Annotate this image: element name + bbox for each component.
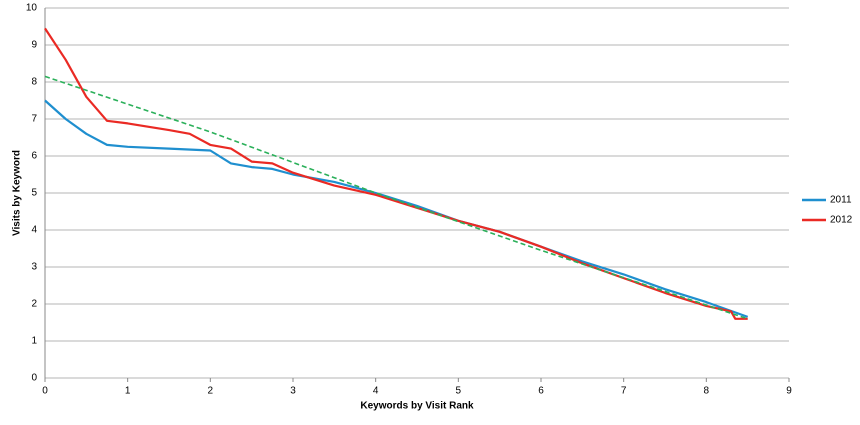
x-axis-title: Keywords by Visit Rank — [360, 401, 474, 412]
legend-label: 2012 — [830, 215, 853, 226]
y-tick-label: 2 — [31, 299, 37, 310]
x-tick-label: 8 — [704, 386, 710, 397]
x-tick-label: 3 — [290, 386, 296, 397]
x-tick-label: 7 — [621, 386, 627, 397]
y-tick-label: 3 — [31, 262, 37, 273]
x-tick-label: 0 — [42, 386, 48, 397]
x-tick-label: 9 — [786, 386, 792, 397]
x-tick-label: 6 — [538, 386, 544, 397]
y-tick-label: 1 — [31, 336, 37, 347]
x-tick-label: 4 — [373, 386, 379, 397]
legend-label: 2011 — [830, 195, 852, 206]
y-tick-label: 8 — [31, 77, 37, 88]
y-tick-label: 5 — [31, 188, 37, 199]
x-tick-label: 1 — [125, 386, 131, 397]
y-tick-label: 10 — [26, 3, 38, 14]
x-tick-label: 2 — [208, 386, 214, 397]
series-line — [44, 27, 748, 320]
y-tick-label: 9 — [31, 40, 37, 51]
y-tick-label: 0 — [31, 373, 37, 384]
trend-line — [44, 75, 748, 320]
x-tick-label: 5 — [456, 386, 462, 397]
y-tick-label: 7 — [31, 114, 37, 125]
y-axis-title: Visits by Keyword — [12, 150, 23, 236]
y-tick-label: 4 — [31, 225, 37, 236]
y-tick-label: 6 — [31, 151, 37, 162]
